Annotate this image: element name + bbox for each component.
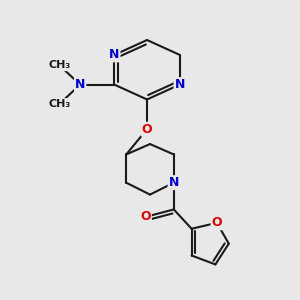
Text: N: N (109, 48, 119, 62)
Text: CH₃: CH₃ (48, 99, 70, 109)
Text: N: N (75, 78, 85, 91)
Text: N: N (169, 176, 179, 189)
Text: O: O (142, 123, 152, 136)
Text: N: N (175, 78, 185, 91)
Text: O: O (140, 210, 151, 224)
Text: O: O (212, 216, 222, 229)
Text: CH₃: CH₃ (48, 60, 70, 70)
